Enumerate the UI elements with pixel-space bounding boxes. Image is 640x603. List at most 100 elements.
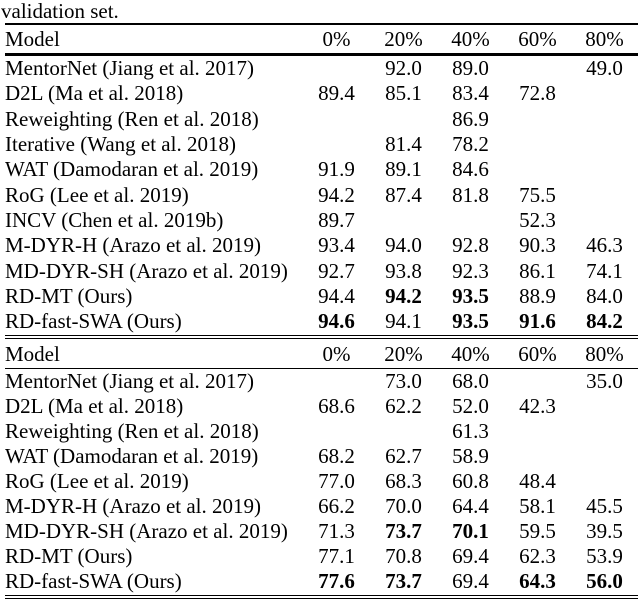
value-cell	[370, 419, 437, 444]
value-cell: 39.5	[586, 519, 623, 544]
value-cell	[571, 419, 638, 444]
column-header-60pct: 60%	[518, 341, 557, 366]
table-row: MentorNet (Jiang et al. 2017) 92.0 89.0 49.…	[5, 55, 638, 82]
value-cell: 89.7	[318, 207, 355, 232]
value-cell: 45.5	[586, 494, 623, 519]
value-cell: 42.3	[519, 394, 556, 419]
value-cell: 94.4	[318, 283, 355, 308]
model-name-cell: RD-fast-SWA (Ours)	[5, 309, 182, 334]
value-cell: 58.9	[452, 444, 489, 469]
model-name-cell: Reweighting (Ren et al. 2018)	[5, 419, 259, 444]
value-cell: 73.7	[385, 519, 422, 544]
value-cell: 94.2	[385, 283, 422, 308]
model-name-cell: RD-MT (Ours)	[5, 283, 133, 308]
column-header-0pct: 0%	[322, 26, 351, 51]
table-row: WAT (Damodaran et al. 2019) 68.2 62.7 58.9	[5, 444, 638, 469]
value-cell: 74.1	[586, 258, 623, 283]
value-cell: 58.1	[519, 494, 556, 519]
model-name-cell: MD-DYR-SH (Arazo et al. 2019)	[5, 519, 288, 544]
value-cell: 64.4	[452, 494, 489, 519]
column-header-model: Model	[5, 341, 60, 366]
model-name-cell: MD-DYR-SH (Arazo et al. 2019)	[5, 258, 288, 283]
header-row: Model 0% 20% 40% 60% 80%	[5, 340, 638, 369]
value-cell: 86.1	[519, 258, 556, 283]
table-row: MentorNet (Jiang et al. 2017) 73.0 68.0 35.…	[5, 369, 638, 395]
value-cell	[571, 208, 638, 233]
table-row: INCV (Chen et al. 2019b) 89.7 52.3	[5, 208, 638, 233]
value-cell: 68.0	[452, 369, 489, 394]
value-cell: 70.1	[452, 519, 489, 544]
value-cell: 71.3	[318, 519, 355, 544]
value-cell	[504, 107, 571, 132]
model-name-cell: RD-MT (Ours)	[5, 544, 133, 569]
model-name-cell: RD-fast-SWA (Ours)	[5, 569, 182, 594]
table-row: D2L (Ma et al. 2018) 68.6 62.2 52.0 42.3	[5, 394, 638, 419]
value-cell	[504, 55, 571, 82]
value-cell: 87.4	[385, 182, 422, 207]
model-name-cell: MentorNet (Jiang et al. 2017)	[5, 56, 255, 81]
top-table-body: MentorNet (Jiang et al. 2017) 92.0 89.0 49.…	[5, 55, 638, 335]
table-separator-double-rule	[5, 335, 638, 340]
value-cell: 94.0	[385, 233, 422, 258]
model-name-cell: INCV (Chen et al. 2019b)	[5, 207, 224, 232]
value-cell: 66.2	[318, 494, 355, 519]
value-cell: 84.0	[586, 283, 623, 308]
value-cell: 70.8	[385, 544, 422, 569]
model-name-cell: D2L (Ma et al. 2018)	[5, 81, 184, 106]
model-name-cell: M-DYR-H (Arazo et al. 2019)	[5, 494, 262, 519]
value-cell: 72.8	[519, 81, 556, 106]
value-cell: 81.4	[385, 132, 422, 157]
column-header-40pct: 40%	[451, 26, 490, 51]
value-cell: 92.8	[452, 233, 489, 258]
value-cell: 94.1	[385, 309, 422, 334]
value-cell	[571, 132, 638, 157]
value-cell	[571, 394, 638, 419]
column-header-80pct: 80%	[585, 341, 624, 366]
value-cell: 86.9	[452, 106, 489, 131]
value-cell: 68.6	[318, 394, 355, 419]
value-cell: 77.6	[318, 569, 355, 594]
column-header-0pct: 0%	[322, 341, 351, 366]
value-cell: 91.9	[318, 157, 355, 182]
value-cell: 94.6	[318, 309, 355, 334]
value-cell: 91.6	[519, 309, 556, 334]
value-cell	[303, 107, 370, 132]
table-caption: validation set.	[1, 0, 119, 23]
table-row: RD-MT (Ours) 77.1 70.8 69.4 62.3 53.9	[5, 544, 638, 569]
noise-results-table-top: Model 0% 20% 40% 60% 80% MentorNet (Jian…	[5, 23, 638, 334]
value-cell: 75.5	[519, 182, 556, 207]
value-cell	[437, 208, 504, 233]
model-name-cell: WAT (Damodaran et al. 2019)	[5, 444, 259, 469]
value-cell: 92.3	[452, 258, 489, 283]
value-cell: 84.6	[452, 157, 489, 182]
model-name-cell: MentorNet (Jiang et al. 2017)	[5, 369, 255, 394]
value-cell: 94.2	[318, 182, 355, 207]
value-cell: 93.8	[385, 258, 422, 283]
value-cell	[303, 369, 370, 395]
header-row: Model 0% 20% 40% 60% 80%	[5, 24, 638, 55]
value-cell: 77.0	[318, 469, 355, 494]
model-name-cell: D2L (Ma et al. 2018)	[5, 394, 184, 419]
model-name-cell: M-DYR-H (Arazo et al. 2019)	[5, 233, 262, 258]
value-cell: 52.0	[452, 394, 489, 419]
column-header-20pct: 20%	[384, 341, 423, 366]
value-cell: 64.3	[519, 569, 556, 594]
value-cell	[571, 182, 638, 207]
value-cell	[571, 157, 638, 182]
value-cell: 93.5	[452, 283, 489, 308]
value-cell: 68.2	[318, 444, 355, 469]
value-cell: 81.8	[452, 182, 489, 207]
value-cell	[370, 107, 437, 132]
value-cell	[571, 107, 638, 132]
value-cell: 53.9	[586, 544, 623, 569]
value-cell	[504, 369, 571, 395]
value-cell: 93.4	[318, 233, 355, 258]
value-cell: 62.3	[519, 544, 556, 569]
table-row: MD-DYR-SH (Arazo et al. 2019) 92.7 93.8 92.…	[5, 258, 638, 283]
table-row: Reweighting (Ren et al. 2018) 86.9	[5, 107, 638, 132]
value-cell: 62.7	[385, 444, 422, 469]
value-cell: 92.7	[318, 258, 355, 283]
value-cell: 52.3	[519, 207, 556, 232]
model-name-cell: Reweighting (Ren et al. 2018)	[5, 106, 259, 131]
noise-results-table-bottom: Model 0% 20% 40% 60% 80% MentorNet (Jian…	[5, 340, 638, 594]
